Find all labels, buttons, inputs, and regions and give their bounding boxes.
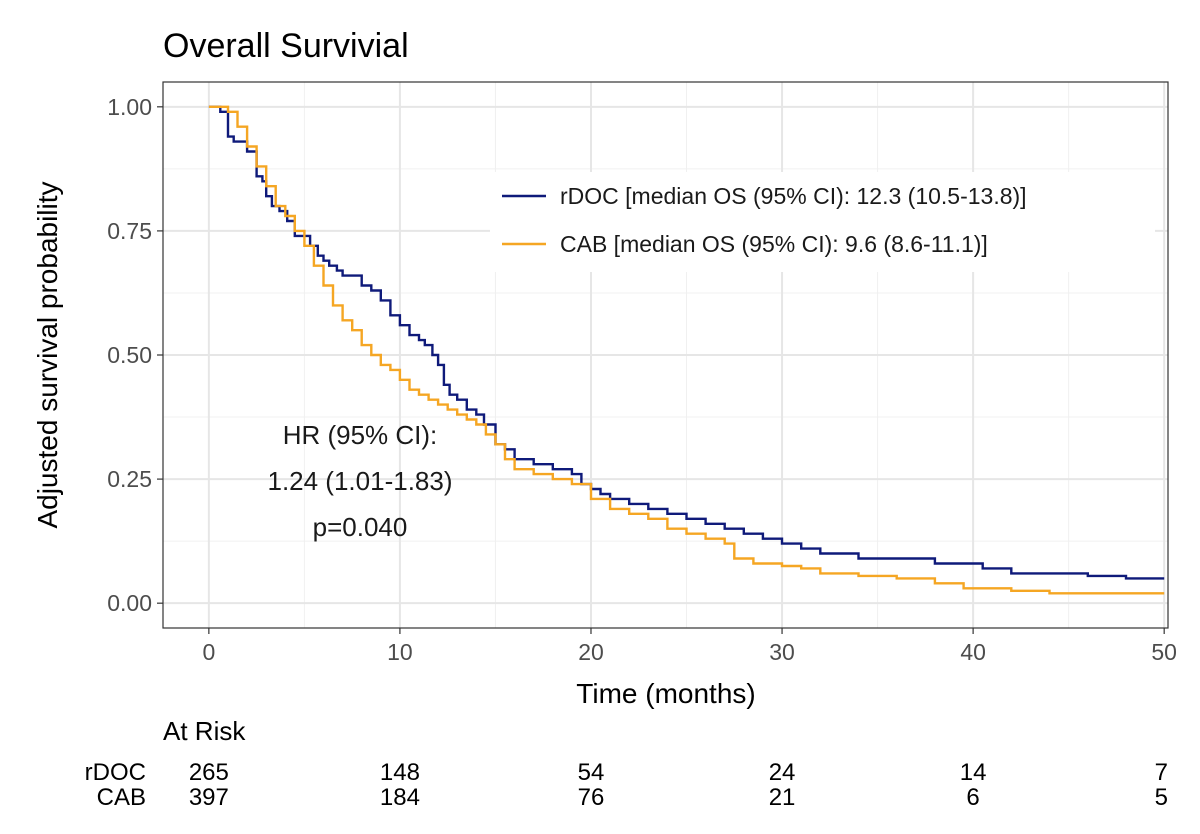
hr-annotation: HR (95% CI): 1.24 (1.01-1.83) p=0.040: [267, 420, 452, 542]
at-risk-title: At Risk: [163, 716, 246, 746]
x-tick-label: 10: [387, 639, 413, 665]
legend-background: [490, 172, 1155, 272]
y-axis-ticks: 0.00 0.25 0.50 0.75 1.00: [107, 94, 163, 616]
survival-curves: [208, 105, 1165, 595]
legend-label-cab: CAB [median OS (95% CI): 9.6 (8.6-11.1)]: [560, 231, 988, 257]
at-risk-row-label: CAB: [97, 784, 146, 811]
x-axis-title: Time (months): [576, 678, 755, 709]
legend-label-rdoc: rDOC [median OS (95% CI): 12.3 (10.5-13.…: [560, 183, 1027, 209]
at-risk-count: 397: [189, 784, 229, 811]
at-risk-count: 14: [960, 759, 987, 786]
at-risk-count: 54: [578, 759, 605, 786]
at-risk-row-label: rDOC: [85, 759, 146, 786]
at-risk-count: 265: [189, 759, 229, 786]
x-axis-ticks: 0 10 20 30 40 50: [202, 628, 1177, 665]
x-tick-label: 40: [960, 639, 986, 665]
at-risk-count: 184: [380, 784, 420, 811]
at-risk-count: 6: [966, 784, 979, 811]
at-risk-count: 76: [578, 784, 605, 811]
x-tick-label: 0: [202, 639, 215, 665]
p-value: p=0.040: [313, 512, 408, 542]
at-risk-table: rDOC 265 148 54 24 14 7 CAB 397 184 76 21 6 5: [85, 759, 1168, 811]
at-risk-count: 7: [1155, 759, 1168, 786]
x-tick-label: 30: [769, 639, 795, 665]
at-risk-count: 5: [1155, 784, 1168, 811]
survival-curve-cab: [208, 105, 1165, 595]
y-tick-label: 0.00: [107, 590, 152, 616]
y-tick-label: 1.00: [107, 94, 152, 120]
y-tick-label: 0.25: [107, 466, 152, 492]
chart-title: Overall Survivial: [163, 27, 409, 65]
at-risk-count: 24: [769, 759, 796, 786]
x-tick-label: 20: [578, 639, 604, 665]
legend: rDOC [median OS (95% CI): 12.3 (10.5-13.…: [490, 172, 1155, 272]
y-tick-label: 0.50: [107, 342, 152, 368]
at-risk-count: 21: [769, 784, 796, 811]
at-risk-count: 148: [380, 759, 420, 786]
x-tick-label: 50: [1151, 639, 1177, 665]
y-axis-title: Adjusted survival probability: [32, 181, 63, 528]
y-tick-label: 0.75: [107, 218, 152, 244]
hr-label: HR (95% CI):: [283, 420, 438, 450]
hr-value: 1.24 (1.01-1.83): [267, 466, 452, 496]
